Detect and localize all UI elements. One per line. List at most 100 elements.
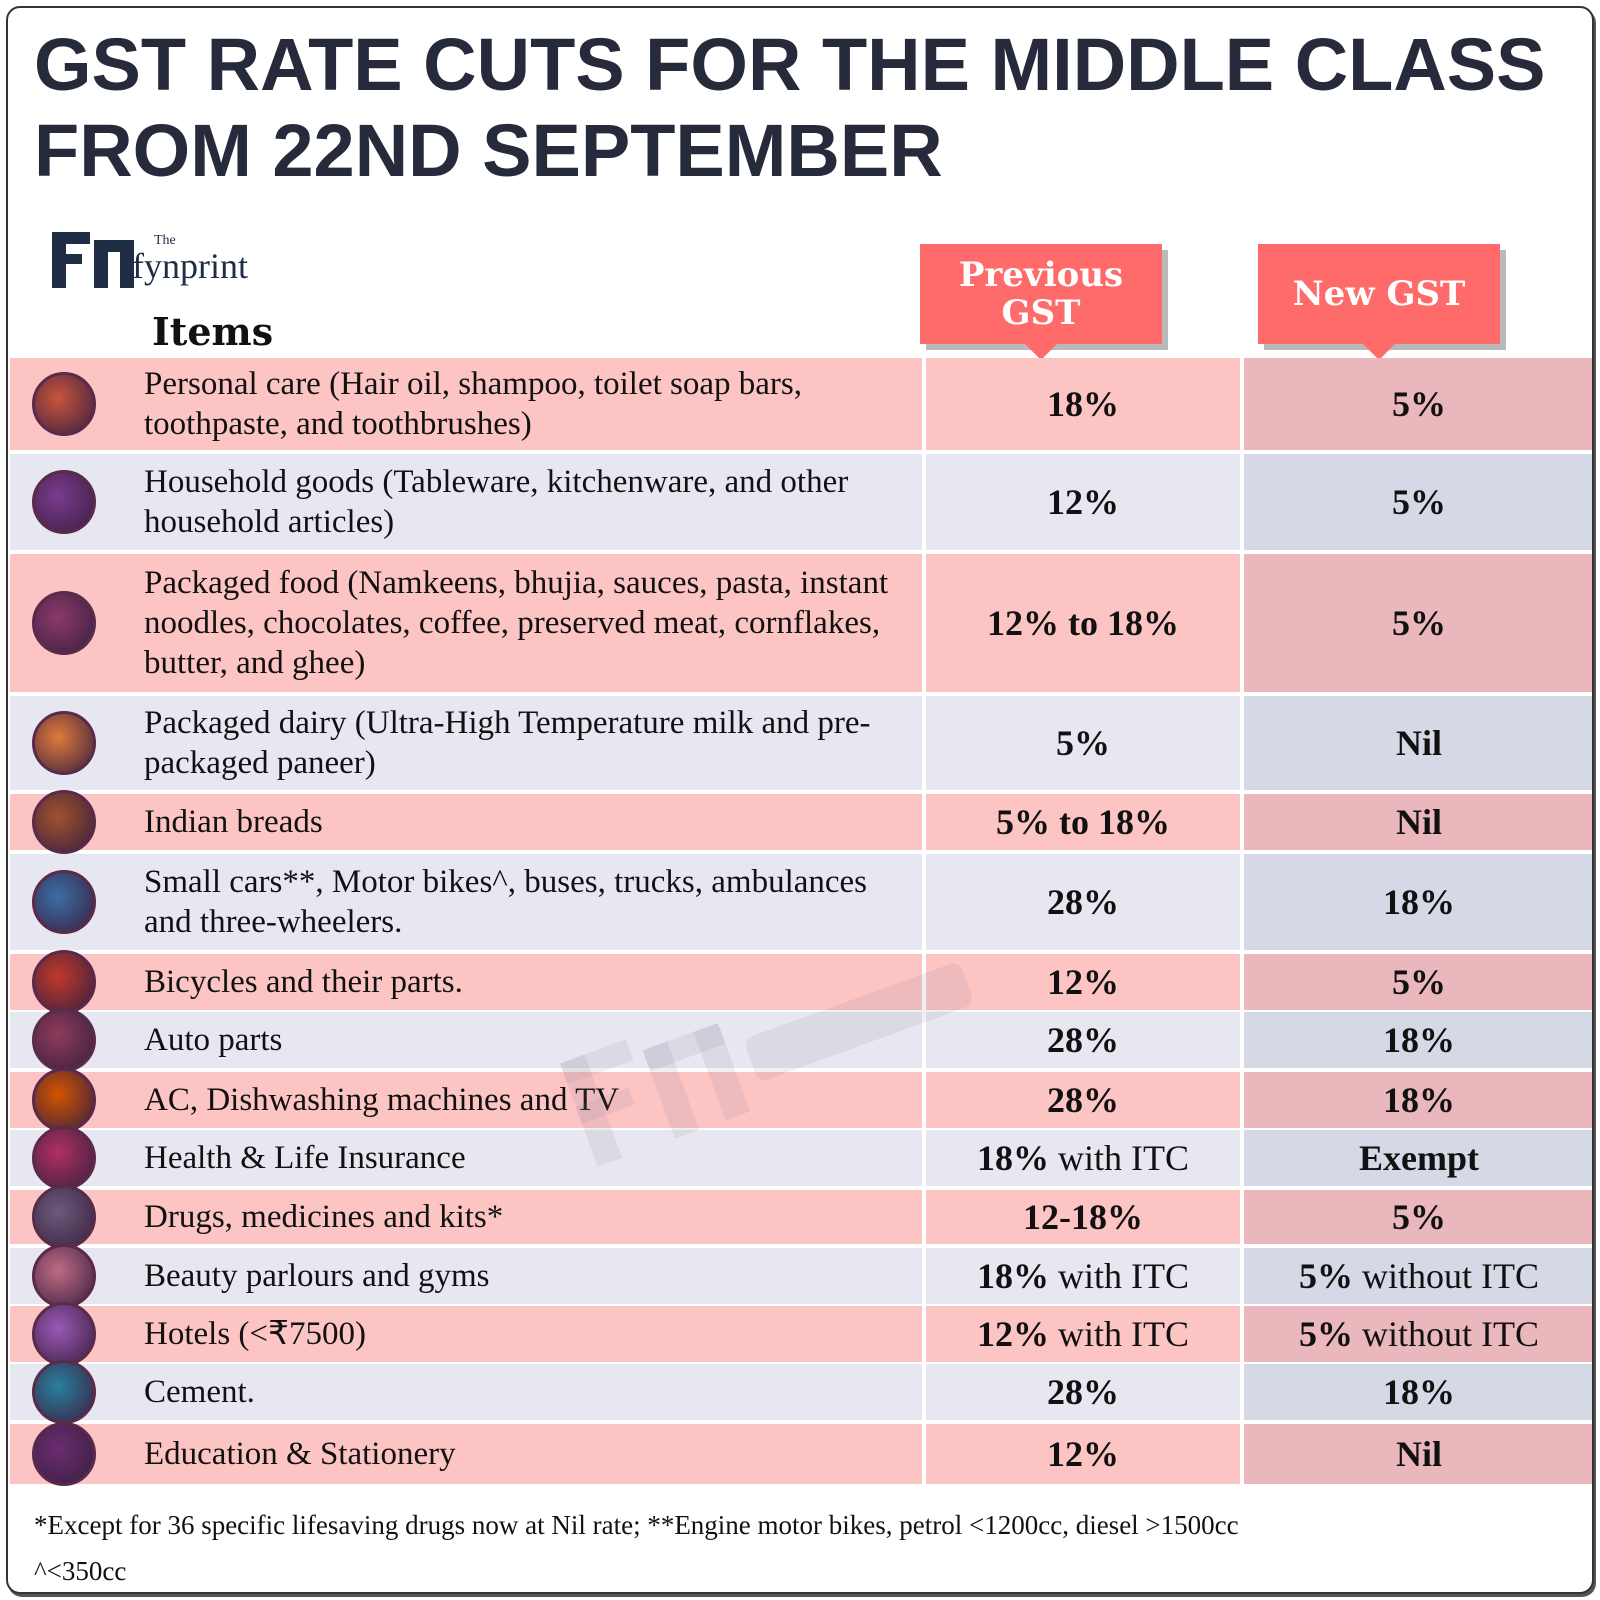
previous-gst-cell: 12% to 18% xyxy=(926,554,1240,692)
item-label: Health & Life Insurance xyxy=(144,1140,466,1176)
previous-gst-cell: 28% xyxy=(926,1072,1240,1128)
previous-rate: 12-18% xyxy=(1023,1197,1143,1237)
table-row: Household goods (Tableware, kitchenware,… xyxy=(10,454,1592,550)
new-gst-cell: Nil xyxy=(1244,794,1592,850)
previous-rate: 12% xyxy=(1047,962,1119,1002)
previous-rate: 18% xyxy=(1047,384,1119,424)
packaged-dairy-icon xyxy=(32,711,96,775)
item-label: Small cars**, Motor bikes^, buses, truck… xyxy=(144,864,868,940)
new-rate: 5% xyxy=(1392,962,1446,1002)
title-line-2: FROM 22ND SEPTEMBER xyxy=(34,109,943,192)
new-gst-cell: 5% without ITC xyxy=(1244,1248,1592,1304)
table-row: Personal care (Hair oil, shampoo, toilet… xyxy=(10,358,1592,450)
new-gst-cell: 18% xyxy=(1244,1364,1592,1420)
new-rate: Nil xyxy=(1395,1434,1442,1474)
previous-gst-cell: 18% with ITC xyxy=(926,1248,1240,1304)
item-label: Packaged dairy (Ultra-High Temperature m… xyxy=(144,705,871,781)
previous-gst-cell: 12% xyxy=(926,1424,1240,1484)
table-row: Packaged food (Namkeens, bhujia, sauces,… xyxy=(10,554,1592,692)
item-cell: Auto parts xyxy=(10,1008,922,1072)
medicine-icon xyxy=(32,1185,96,1249)
table-row: Packaged dairy (Ultra-High Temperature m… xyxy=(10,696,1592,790)
new-gst-cell: 5% without ITC xyxy=(1244,1306,1592,1362)
item-cell: Bicycles and their parts. xyxy=(10,950,922,1014)
previous-gst-value: 28% xyxy=(1047,881,1119,923)
hotel-icon xyxy=(32,1302,96,1366)
new-gst-value: Nil xyxy=(1396,801,1442,843)
new-gst-value: 18% xyxy=(1383,1019,1455,1061)
previous-gst-value: 12% xyxy=(1047,481,1119,523)
appliances-icon xyxy=(32,1068,96,1132)
item-cell: Small cars**, Motor bikes^, buses, truck… xyxy=(10,854,922,950)
new-gst-cell: 5% xyxy=(1244,954,1592,1010)
personal-care-icon xyxy=(32,372,96,436)
previous-rate: 28% xyxy=(1047,1020,1119,1060)
beauty-icon xyxy=(32,1244,96,1308)
new-rate: 18% xyxy=(1383,1372,1455,1412)
table-row: AC, Dishwashing machines and TV 28% 18% xyxy=(10,1068,1592,1132)
item-cell: Beauty parlours and gyms xyxy=(10,1244,922,1308)
insurance-shield-icon xyxy=(32,1126,96,1190)
new-gst-cell: 18% xyxy=(1244,854,1592,950)
page-title: GST RATE CUTS FOR THE MIDDLE CLASS FROM … xyxy=(34,22,1546,194)
item-cell: Packaged dairy (Ultra-High Temperature m… xyxy=(10,696,922,790)
previous-gst-value: 12% xyxy=(1047,1433,1119,1475)
item-label: Auto parts xyxy=(144,1022,283,1058)
new-rate: 5% xyxy=(1392,482,1446,522)
new-gst-value: Nil xyxy=(1396,722,1442,764)
item-cell: Indian breads xyxy=(10,790,922,854)
previous-gst-value: 18% xyxy=(1047,383,1119,425)
table-row: Health & Life Insurance 18% with ITC Exe… xyxy=(10,1126,1592,1190)
items-header: Items xyxy=(152,309,274,354)
new-gst-value: 5% xyxy=(1392,1196,1446,1238)
new-gst-value: 5% xyxy=(1392,383,1446,425)
previous-gst-value: 28% xyxy=(1047,1019,1119,1061)
cement-mixer-icon xyxy=(32,1360,96,1424)
previous-gst-cell: 28% xyxy=(926,1364,1240,1420)
table-row: Hotels (<₹7500) 12% with ITC 5% without … xyxy=(10,1302,1592,1366)
previous-gst-cell: 18% with ITC xyxy=(926,1130,1240,1186)
previous-rate: 12% to 18% xyxy=(987,603,1179,643)
infographic-frame: GST RATE CUTS FOR THE MIDDLE CLASS FROM … xyxy=(6,6,1594,1594)
item-label: AC, Dishwashing machines and TV xyxy=(144,1082,620,1118)
item-cell: AC, Dishwashing machines and TV xyxy=(10,1068,922,1132)
previous-gst-cell: 5% xyxy=(926,696,1240,790)
new-rate: 18% xyxy=(1383,1020,1455,1060)
new-note: without ITC xyxy=(1353,1256,1539,1296)
title-line-1: GST RATE CUTS FOR THE MIDDLE CLASS xyxy=(34,23,1546,106)
new-rate: 5% xyxy=(1299,1314,1353,1354)
previous-gst-cell: 28% xyxy=(926,854,1240,950)
packaged-food-icon xyxy=(32,591,96,655)
table-row: Indian breads 5% to 18% Nil xyxy=(10,790,1592,854)
item-label: Household goods (Tableware, kitchenware,… xyxy=(144,464,849,540)
previous-gst-value: 28% xyxy=(1047,1371,1119,1413)
item-label: Cement. xyxy=(144,1374,255,1410)
vehicles-icon xyxy=(32,870,96,934)
previous-gst-value: 18% with ITC xyxy=(977,1255,1189,1297)
item-cell: Drugs, medicines and kits* xyxy=(10,1185,922,1249)
previous-gst-value: 5% xyxy=(1056,722,1110,764)
new-rate: Nil xyxy=(1395,802,1442,842)
previous-rate: 28% xyxy=(1047,1080,1119,1120)
new-gst-cell: 5% xyxy=(1244,554,1592,692)
previous-gst-cell: 12% xyxy=(926,954,1240,1010)
previous-gst-header: Previous GST xyxy=(920,244,1162,360)
new-gst-value: 18% xyxy=(1383,1079,1455,1121)
graduate-icon xyxy=(32,1422,96,1486)
new-rate: 5% xyxy=(1392,384,1446,424)
previous-gst-cell: 18% xyxy=(926,358,1240,450)
new-gst-value: 5% without ITC xyxy=(1299,1313,1539,1355)
previous-gst-cell: 5% to 18% xyxy=(926,794,1240,850)
previous-gst-cell: 12% with ITC xyxy=(926,1306,1240,1362)
item-cell: Household goods (Tableware, kitchenware,… xyxy=(10,454,922,550)
previous-rate: 28% xyxy=(1047,882,1119,922)
previous-gst-value: 12% to 18% xyxy=(987,602,1179,644)
item-label: Hotels (<₹7500) xyxy=(144,1316,366,1352)
new-gst-cell: 18% xyxy=(1244,1012,1592,1068)
item-cell: Cement. xyxy=(10,1360,922,1424)
logo-the: The xyxy=(154,233,176,248)
household-goods-icon xyxy=(32,470,96,534)
item-cell: Health & Life Insurance xyxy=(10,1126,922,1190)
item-label: Bicycles and their parts. xyxy=(144,964,463,1000)
bicycle-icon xyxy=(32,950,96,1014)
